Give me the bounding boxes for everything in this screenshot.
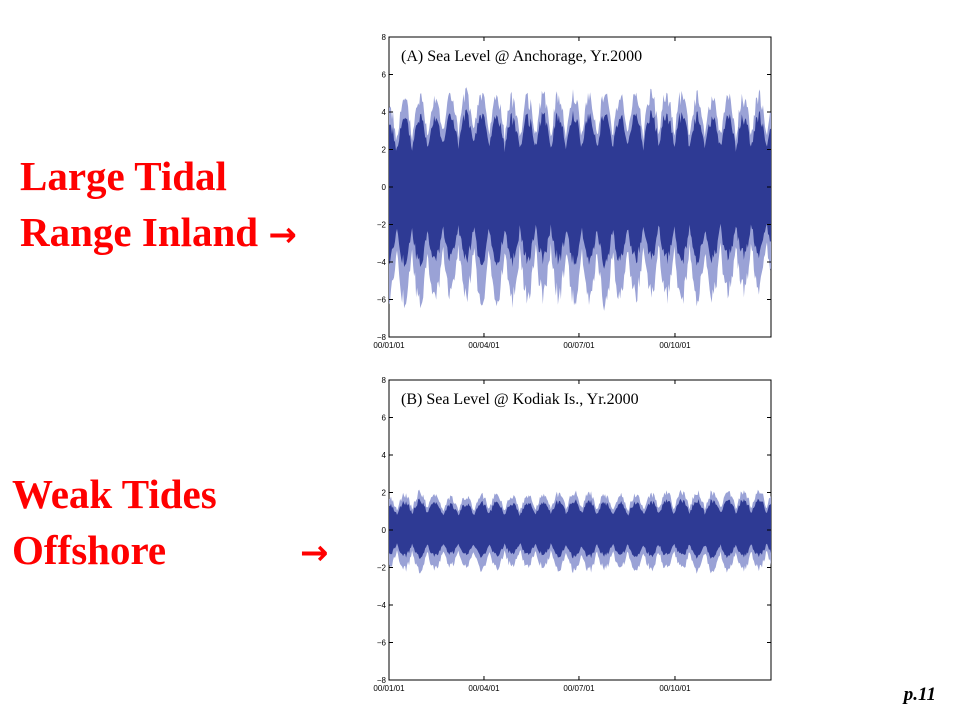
right-arrow-icon: → [268,215,297,255]
y-tick-label: 8 [382,33,387,42]
x-tick-label: 00/04/01 [468,341,500,350]
y-tick-label: −8 [377,333,387,342]
y-tick-label: 2 [382,146,387,155]
y-tick-label: −2 [377,221,387,230]
x-tick-label: 00/04/01 [468,684,500,693]
callout-weak-tides: Weak Tides Offshore [12,466,217,578]
y-tick-label: 6 [382,71,387,80]
y-tick-label: −4 [377,601,387,610]
callout-large-tidal-range: Large Tidal Range Inland → [20,148,297,263]
y-tick-label: 2 [382,489,387,498]
y-tick-label: 0 [382,526,387,535]
signal-envelope-dark [389,498,771,559]
chart-kodiak: −8 −6 −4 −2 0 2 4 6 8 00/01/01 00/04/01 00/07/01 00/… [373,376,772,693]
x-tick-label: 00/01/01 [373,684,405,693]
x-tick-label: 00/07/01 [563,341,595,350]
y-tick-label: −2 [377,564,387,573]
chart-anchorage: −8 −6 −4 −2 0 2 4 6 8 00/01/01 00/04/01 00/07/01 00/… [373,33,772,350]
chart-title: (A) Sea Level @ Anchorage, Yr.2000 [401,48,642,65]
callout-bottom-line1: Weak Tides [12,471,217,517]
x-tick-label: 00/01/01 [373,341,405,350]
y-tick-label: −6 [377,639,387,648]
right-arrow-icon: → [300,533,329,573]
callout-top-line2-wrap: Range Inland → [20,204,297,263]
chart-title: (B) Sea Level @ Kodiak Is., Yr.2000 [401,391,639,408]
y-tick-label: −8 [377,676,387,685]
callout-top-line1: Large Tidal [20,153,227,199]
y-tick-label: −6 [377,296,387,305]
y-tick-label: 4 [382,108,387,117]
x-tick-label: 00/10/01 [659,684,691,693]
y-tick-label: 8 [382,376,387,385]
y-tick-label: 4 [382,451,387,460]
x-tick-label: 00/07/01 [563,684,595,693]
y-tick-label: 0 [382,183,387,192]
y-tick-label: 6 [382,414,387,423]
x-tick-label: 00/10/01 [659,341,691,350]
page-number: p.11 [903,684,936,705]
signal-envelope-dark [389,109,771,269]
callout-bottom-line2: Offshore [12,527,167,573]
y-tick-label: −4 [377,258,387,267]
callout-top-line2: Range Inland [20,209,259,255]
